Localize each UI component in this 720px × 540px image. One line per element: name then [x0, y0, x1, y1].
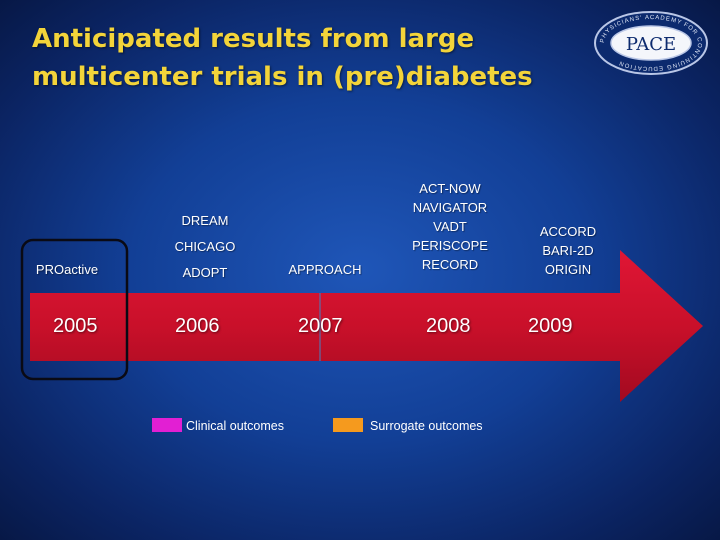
- highlight-2005: [20, 238, 129, 381]
- trial-origin: ORIGIN: [544, 262, 592, 277]
- trial-label-2009: ACCORD BARI-2D ORIGIN: [522, 222, 614, 279]
- trial-label-2005: PROactive: [22, 260, 112, 279]
- pace-logo-emblem: PHYSICIANS' ACADEMY FOR CONTINUING EDUCA…: [594, 11, 708, 75]
- trial-adopt: ADOPT: [182, 265, 228, 280]
- year-2005: 2005: [53, 315, 98, 337]
- timeline-arrow-body: [30, 250, 703, 402]
- pace-logo-text: PACE: [626, 34, 676, 55]
- trial-navigator: NAVIGATOR: [412, 200, 488, 215]
- legend-swatch-surrogate: [333, 418, 363, 432]
- trial-label-2006: DREAM CHICAGO ADOPT: [160, 208, 250, 286]
- trial-label-2008: ACT-NOW NAVIGATOR VADT PERISCOPE RECORD: [398, 179, 502, 274]
- trial-chicago: CHICAGO: [174, 239, 236, 254]
- trial-vadt: VADT: [433, 219, 467, 234]
- trial-act-now: ACT-NOW: [419, 181, 481, 196]
- year-2007: 2007: [298, 315, 343, 337]
- trial-approach: APPROACH: [288, 262, 362, 277]
- trial-dream: DREAM: [181, 213, 229, 228]
- legend-label-clinical: Clinical outcomes: [186, 419, 284, 433]
- year-2006: 2006: [175, 315, 220, 337]
- year-2008: 2008: [426, 315, 471, 337]
- trial-proactive: PROactive: [35, 262, 99, 277]
- trial-periscope: PERISCOPE: [412, 238, 488, 253]
- legend-swatch-clinical: [152, 418, 182, 432]
- trial-accord: ACCORD: [539, 224, 597, 239]
- pace-logo: PHYSICIANS' ACADEMY FOR CONTINUING EDUCA…: [592, 10, 710, 76]
- trial-record: RECORD: [421, 257, 479, 272]
- legend-label-surrogate: Surrogate outcomes: [370, 419, 483, 433]
- trial-bari-2d: BARI-2D: [542, 243, 594, 258]
- year-2009: 2009: [528, 315, 573, 337]
- slide-title: Anticipated results from large multicent…: [32, 24, 533, 92]
- trial-label-2007: APPROACH: [275, 260, 375, 279]
